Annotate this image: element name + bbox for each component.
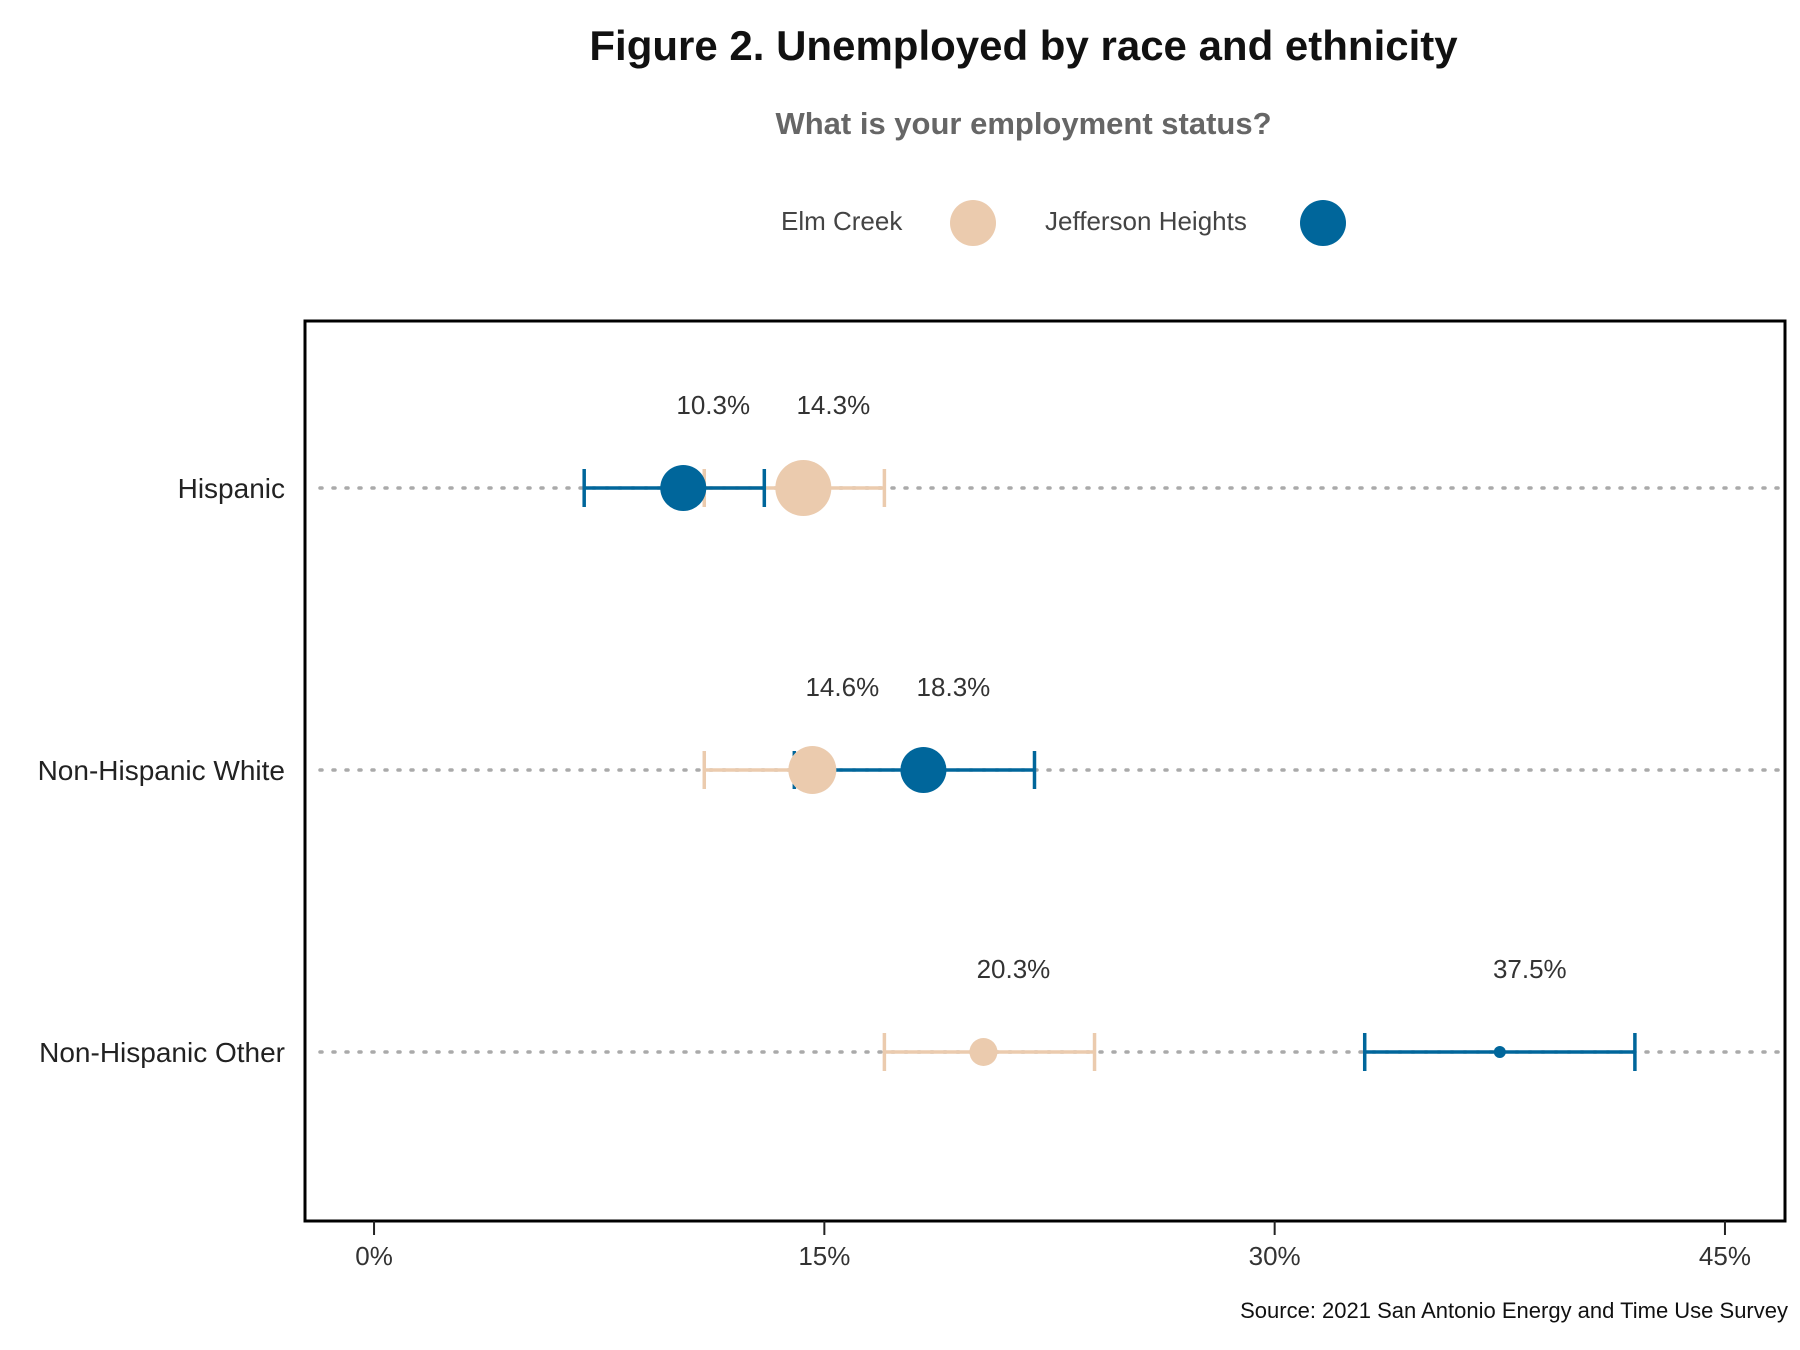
data-point-jefferson-heights bbox=[900, 747, 947, 793]
y-tick-label: Non-Hispanic Other bbox=[39, 1037, 285, 1068]
data-label-jefferson-heights: 18.3% bbox=[917, 672, 991, 702]
chart-title: Figure 2. Unemployed by race and ethnici… bbox=[589, 22, 1458, 69]
data-point-elm-creek bbox=[788, 746, 837, 794]
source-note: Source: 2021 San Antonio Energy and Time… bbox=[1240, 1298, 1788, 1323]
data-labels: 14.3% 14.6% 20.3% 10.3% 18.3% 37.5% bbox=[676, 390, 1566, 984]
legend-label-elm-creek: Elm Creek bbox=[781, 206, 903, 236]
y-tick-label: Non-Hispanic White bbox=[38, 755, 285, 786]
legend-label-jefferson-heights: Jefferson Heights bbox=[1045, 206, 1247, 236]
legend: Elm Creek Jefferson Heights bbox=[0, 200, 1800, 246]
x-tick-label: 45% bbox=[1699, 1241, 1751, 1271]
x-tick-label: 0% bbox=[355, 1241, 393, 1271]
plot-frame bbox=[303, 319, 1787, 1223]
chart-subtitle: What is your employment status? bbox=[775, 106, 1272, 141]
x-axis: 0% 15% 30% 45% bbox=[355, 1221, 1751, 1271]
legend-marker-elm-creek bbox=[950, 200, 996, 246]
x-tick-label: 15% bbox=[798, 1241, 850, 1271]
data-point-jefferson-heights bbox=[660, 465, 707, 511]
data-label-elm-creek: 14.6% bbox=[805, 672, 879, 702]
data-label-jefferson-heights: 37.5% bbox=[1493, 954, 1567, 984]
legend-marker-jefferson-heights bbox=[1300, 200, 1346, 246]
data-point-elm-creek bbox=[969, 1038, 998, 1066]
data-label-jefferson-heights: 10.3% bbox=[676, 390, 750, 420]
y-tick-label: Hispanic bbox=[178, 473, 285, 504]
y-axis: Hispanic Non-Hispanic White Non-Hispanic O… bbox=[38, 473, 285, 1068]
data-point-elm-creek bbox=[775, 460, 832, 516]
x-tick-label: 30% bbox=[1249, 1241, 1301, 1271]
data-label-elm-creek: 14.3% bbox=[796, 390, 870, 420]
data-point-jefferson-heights bbox=[1493, 1046, 1506, 1058]
data-label-elm-creek: 20.3% bbox=[977, 954, 1051, 984]
data-marks bbox=[582, 460, 1637, 1071]
